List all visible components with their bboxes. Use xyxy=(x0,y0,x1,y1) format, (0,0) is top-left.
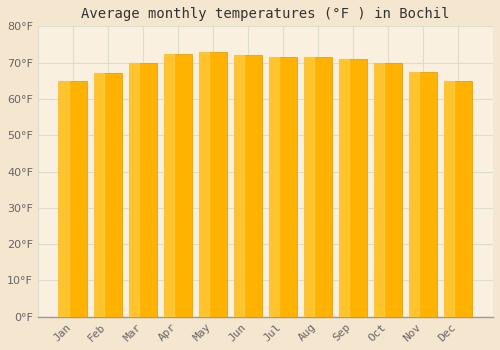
Bar xyxy=(198,52,228,317)
Bar xyxy=(128,63,138,317)
Bar xyxy=(444,81,454,317)
Bar xyxy=(58,81,68,317)
Bar xyxy=(234,55,243,317)
Bar xyxy=(198,52,208,317)
Bar xyxy=(234,55,262,317)
Bar xyxy=(374,63,402,317)
Bar xyxy=(268,57,298,317)
Bar xyxy=(268,57,278,317)
Bar xyxy=(304,57,332,317)
Bar xyxy=(444,81,472,317)
Bar xyxy=(164,54,192,317)
Title: Average monthly temperatures (°F ) in Bochil: Average monthly temperatures (°F ) in Bo… xyxy=(81,7,450,21)
Bar xyxy=(408,72,438,317)
Bar xyxy=(94,74,122,317)
Bar xyxy=(94,74,104,317)
Bar xyxy=(338,59,348,317)
Bar xyxy=(164,54,173,317)
Bar xyxy=(338,59,368,317)
Bar xyxy=(304,57,314,317)
Bar xyxy=(408,72,418,317)
Bar xyxy=(58,81,87,317)
Bar xyxy=(374,63,384,317)
Bar xyxy=(128,63,157,317)
